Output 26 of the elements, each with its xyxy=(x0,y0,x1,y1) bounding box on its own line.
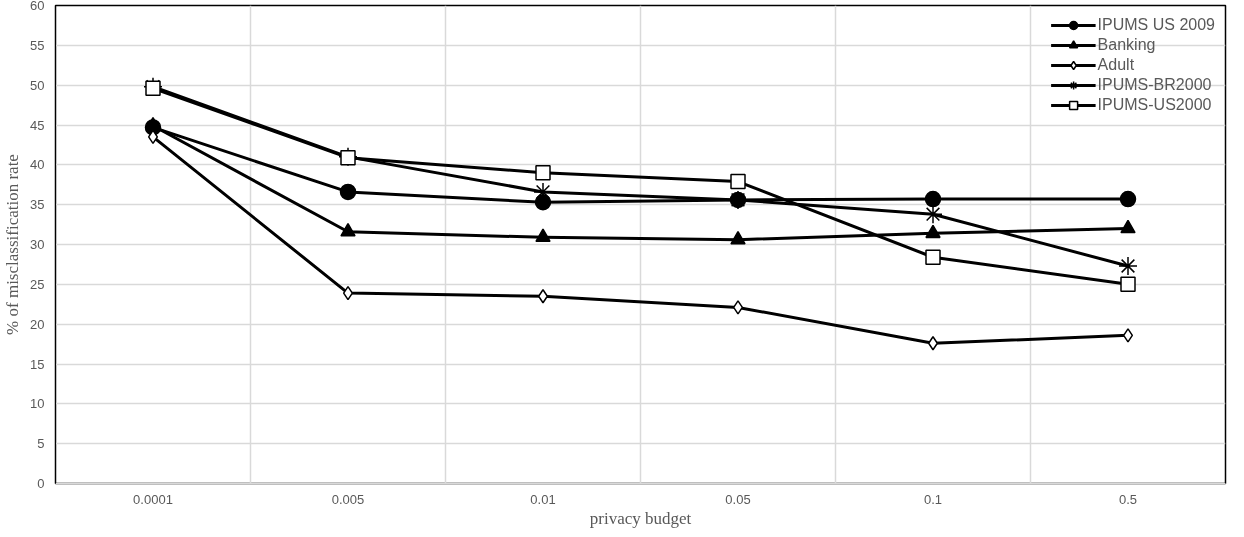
x-tick-label: 0.1 xyxy=(923,491,943,507)
y-tick-label: 35 xyxy=(30,197,45,213)
y-tick-label: 15 xyxy=(30,356,45,372)
x-tick-label: 0.5 xyxy=(1118,491,1138,507)
y-tick-label: 5 xyxy=(37,436,45,452)
x-tick-label: 0.0001 xyxy=(133,491,173,507)
y-tick-label: 20 xyxy=(30,316,45,332)
y-tick-label: 55 xyxy=(30,37,45,53)
y-tick-label: 30 xyxy=(30,237,45,252)
y-tick-label: 50 xyxy=(30,77,45,93)
y-tick-label: 60 xyxy=(30,0,45,13)
y-tick-label: 40 xyxy=(30,157,45,173)
y-tick-label: 25 xyxy=(30,276,45,292)
legend-label: IPUMS-BR2000 xyxy=(1097,76,1212,94)
legend-label: Adult xyxy=(1097,56,1135,74)
x-tick-label: 0.01 xyxy=(530,491,556,507)
legend-label: IPUMS-US2000 xyxy=(1097,96,1212,114)
y-axis-title: % of misclassification rate xyxy=(3,154,23,335)
y-tick-label: 10 xyxy=(30,396,45,412)
legend-label: IPUMS US 2009 xyxy=(1097,16,1215,34)
x-axis-title: privacy budget xyxy=(589,508,692,528)
x-tick-label: 0.05 xyxy=(725,491,751,507)
legend-label: Banking xyxy=(1097,36,1156,54)
x-tick-label: 0.005 xyxy=(331,491,365,507)
y-tick-label: 45 xyxy=(30,117,45,133)
y-tick-label: 0 xyxy=(37,476,45,491)
